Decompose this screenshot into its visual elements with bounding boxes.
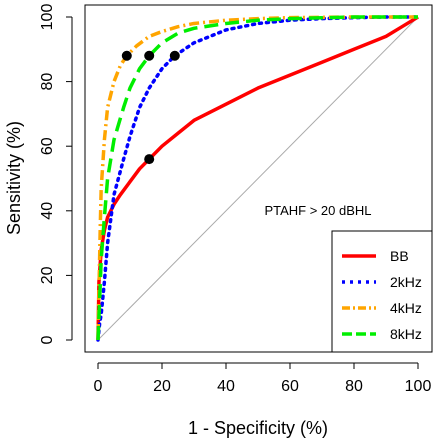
x-tick-label: 60: [281, 378, 299, 395]
cutoff-point-bb: [144, 154, 155, 165]
y-tick-label: 80: [39, 73, 56, 91]
cutoff-point-4khz: [121, 50, 132, 61]
legend-label-bb: BB: [390, 248, 409, 264]
reference-line: [97, 16, 419, 341]
x-tick-label: 20: [153, 378, 171, 395]
reference-diagonal: [97, 16, 419, 341]
x-axis-ticks: 0 20 40 60 80 100: [94, 362, 432, 395]
cutoff-point-8khz: [144, 50, 155, 61]
cutoff-point-2khz: [169, 50, 180, 61]
y-tick-label: 20: [39, 266, 56, 284]
roc-curve-8khz: [96, 15, 418, 341]
roc-curves: [96, 15, 420, 342]
y-tick-label: 60: [39, 137, 56, 155]
legend-box: [331, 230, 433, 353]
legend-label-4khz: 4kHz: [390, 300, 422, 316]
y-axis-label: Sensitivity (%): [4, 121, 24, 235]
x-tick-label: 0: [94, 378, 103, 395]
chart-annotation: PTAHF > 20 dBHL: [264, 203, 371, 218]
y-tick-label: 40: [39, 202, 56, 220]
y-tick-label: 100: [39, 4, 56, 31]
x-tick-label: 40: [217, 378, 235, 395]
y-tick-label: 0: [39, 335, 56, 344]
x-axis-label: 1 - Specificity (%): [188, 418, 328, 438]
legend: BB 2kHz 4kHz 8kHz: [331, 230, 433, 353]
x-tick-label: 80: [345, 378, 363, 395]
legend-label-2khz: 2kHz: [390, 274, 422, 290]
cutoff-points: [121, 50, 180, 165]
y-axis-ticks: 0 20 40 60 80 100: [39, 4, 73, 344]
plot-frame: [84, 4, 433, 353]
x-tick-label: 100: [405, 378, 432, 395]
legend-label-8khz: 8kHz: [390, 326, 422, 342]
